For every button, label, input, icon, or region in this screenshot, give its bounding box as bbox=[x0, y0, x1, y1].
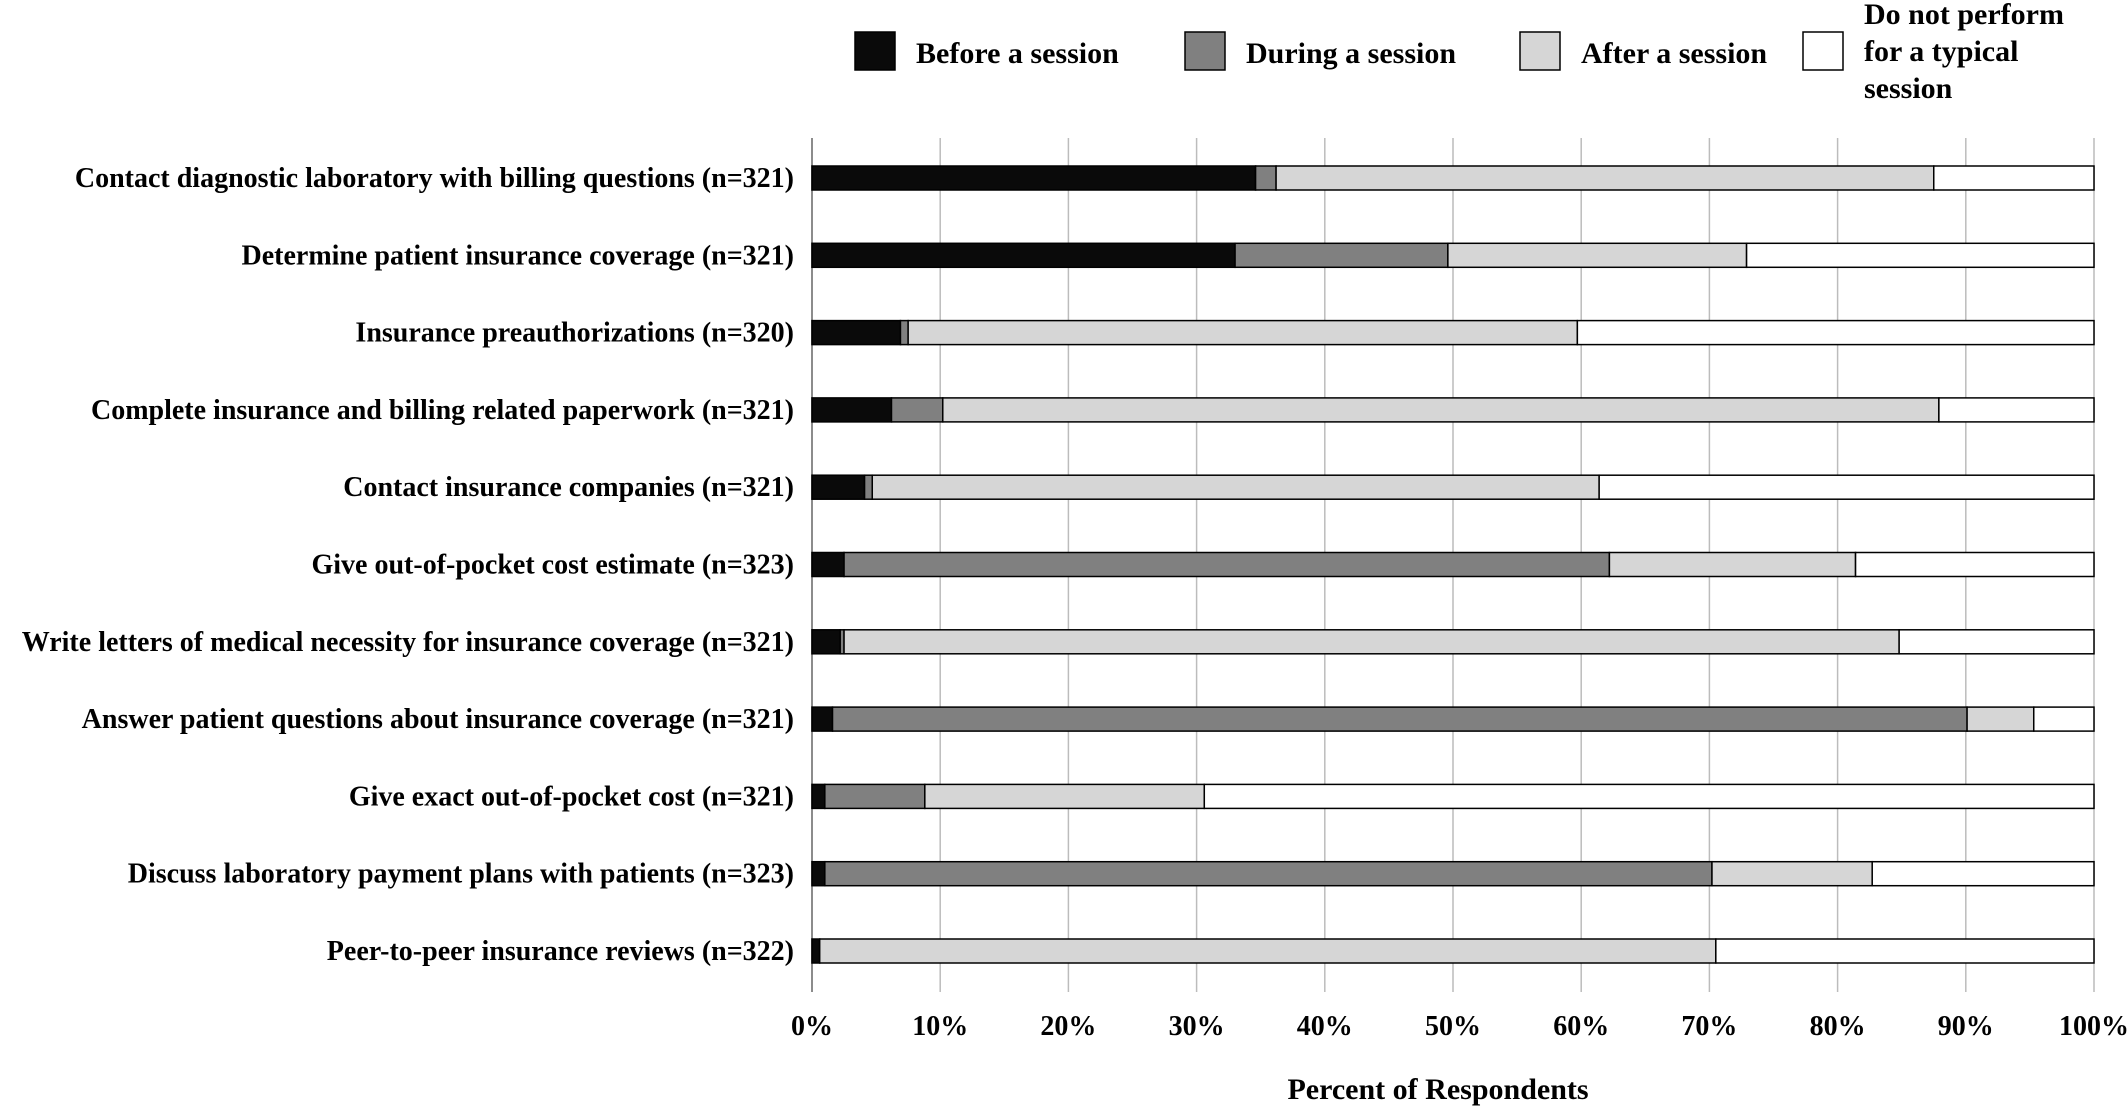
bar-segment-series-3 bbox=[1871, 860, 2095, 887]
x-tick-label: 90% bbox=[1938, 1011, 1994, 1042]
bar-segment-series-0 bbox=[811, 319, 902, 346]
x-tick-label: 60% bbox=[1553, 1011, 1609, 1042]
bar-segment-series-2 bbox=[871, 474, 1600, 500]
bar-segment-series-2 bbox=[1608, 551, 1857, 578]
category-label: Give exact out-of-pocket cost (n=321) bbox=[349, 781, 794, 812]
bar-segment-series-0 bbox=[811, 783, 826, 810]
legend: Before a session During a session After a … bbox=[854, 0, 2064, 105]
bar-segment-series-2 bbox=[924, 783, 1206, 810]
bar-segment-series-0 bbox=[811, 860, 826, 887]
bar-segment-series-1 bbox=[899, 319, 909, 346]
legend-label: After a session bbox=[1581, 37, 1767, 70]
x-tick-label: 0% bbox=[791, 1011, 833, 1042]
category-label: Discuss laboratory payment plans with pa… bbox=[128, 859, 794, 890]
bar-segment-series-3 bbox=[1854, 551, 2095, 578]
bar-segment-series-3 bbox=[1938, 397, 2095, 423]
legend-label: Before a session bbox=[916, 37, 1119, 70]
x-tick-label: 100% bbox=[2059, 1011, 2128, 1042]
x-tick-label: 70% bbox=[1681, 1011, 1737, 1042]
legend-label-line: Do not perform bbox=[1864, 0, 2064, 31]
bars-layer bbox=[811, 165, 2095, 964]
category-label: Insurance preauthorizations (n=320) bbox=[355, 318, 794, 349]
legend-label: During a session bbox=[1246, 37, 1456, 70]
bar-segment-series-0 bbox=[811, 474, 866, 500]
bar-segment-series-3 bbox=[1933, 165, 2095, 191]
bar-segment-series-2 bbox=[1275, 165, 1935, 191]
bar-segment-series-3 bbox=[2032, 706, 2095, 732]
bar-segment-series-1 bbox=[890, 397, 944, 423]
category-label: Write letters of medical necessity for i… bbox=[22, 627, 794, 658]
x-tick-labels: 0% 10% 20% 30% 40% 50% 60% 70% 80% 90% 100% bbox=[791, 1011, 2128, 1042]
bar-segment-series-2 bbox=[818, 938, 1717, 964]
bar-segment-series-3 bbox=[1598, 474, 2095, 500]
category-label: Complete insurance and billing related p… bbox=[91, 395, 794, 426]
x-tick-label: 50% bbox=[1425, 1011, 1481, 1042]
bar-segment-series-2 bbox=[942, 397, 1940, 423]
legend-label: Do not perform for a typical session bbox=[1864, 0, 2064, 105]
bar-segment-series-3 bbox=[1576, 319, 2095, 346]
bar-segment-series-2 bbox=[843, 629, 1900, 655]
category-label: Determine patient insurance coverage (n=… bbox=[242, 240, 795, 271]
legend-label-line: for a typical bbox=[1864, 35, 2018, 68]
category-label: Contact diagnostic laboratory with billi… bbox=[75, 163, 794, 194]
bar-segment-series-3 bbox=[1203, 783, 2095, 810]
bar-segment-series-0 bbox=[811, 706, 834, 732]
category-labels: Contact diagnostic laboratory with billi… bbox=[22, 163, 794, 967]
legend-swatch bbox=[1184, 31, 1226, 71]
legend-label-line: session bbox=[1864, 72, 1953, 105]
bar-segment-series-1 bbox=[1234, 242, 1449, 269]
bar-segment-series-2 bbox=[1711, 860, 1873, 887]
bar-segment-series-0 bbox=[811, 397, 893, 423]
bar-segment-series-1 bbox=[824, 860, 1713, 887]
bar-segment-series-3 bbox=[1745, 242, 2095, 269]
category-label: Contact insurance companies (n=321) bbox=[343, 472, 794, 503]
category-label: Answer patient questions about insurance… bbox=[82, 704, 794, 735]
legend-swatch bbox=[854, 31, 896, 71]
category-label: Give out-of-pocket cost estimate (n=323) bbox=[311, 550, 794, 581]
bar-segment-series-1 bbox=[831, 706, 1968, 732]
bar-segment-series-1 bbox=[824, 783, 926, 810]
bar-segment-series-2 bbox=[907, 319, 1579, 346]
bar-segment-series-1 bbox=[1254, 165, 1277, 191]
x-tick-label: 80% bbox=[1810, 1011, 1866, 1042]
x-tick-label: 10% bbox=[912, 1011, 968, 1042]
bar-segment-series-3 bbox=[1715, 938, 2095, 964]
category-label: Peer-to-peer insurance reviews (n=322) bbox=[327, 936, 794, 967]
x-tick-label: 40% bbox=[1297, 1011, 1353, 1042]
legend-swatch bbox=[1519, 31, 1561, 71]
x-tick-label: 20% bbox=[1040, 1011, 1096, 1042]
bar-segment-series-0 bbox=[811, 551, 845, 578]
x-tick-label: 30% bbox=[1169, 1011, 1225, 1042]
legend-swatch bbox=[1802, 31, 1844, 71]
bar-segment-series-2 bbox=[1447, 242, 1748, 269]
bar-segment-series-0 bbox=[811, 629, 841, 655]
bar-segment-series-2 bbox=[1966, 706, 2035, 732]
bar-segment-series-3 bbox=[1898, 629, 2095, 655]
x-axis-label: Percent of Respondents bbox=[1287, 1073, 1588, 1106]
bar-segment-series-0 bbox=[811, 242, 1236, 269]
bar-segment-series-1 bbox=[863, 474, 874, 500]
bar-segment-series-1 bbox=[843, 551, 1611, 578]
bar-segment-series-0 bbox=[811, 938, 821, 964]
bar-segment-series-0 bbox=[811, 165, 1257, 191]
